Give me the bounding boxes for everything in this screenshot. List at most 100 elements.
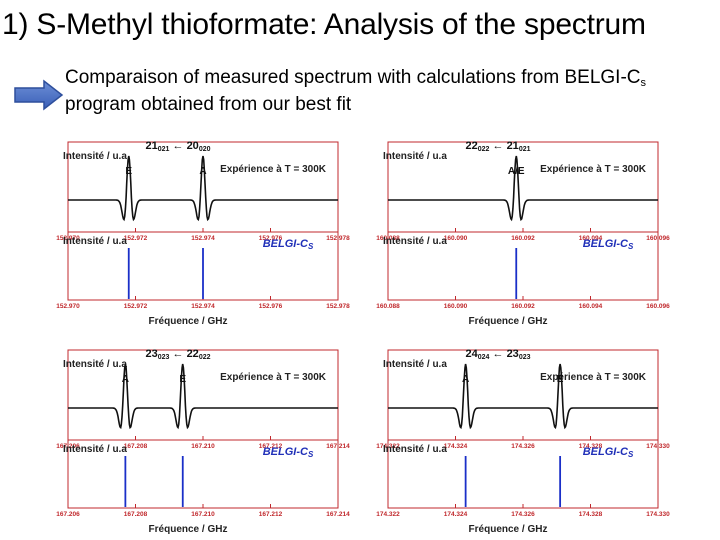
x-tick-label: 152.974 — [191, 235, 215, 242]
x-tick-label: 152.978 — [326, 235, 350, 242]
experiment-trace — [68, 155, 338, 222]
belgi-subscript: S — [628, 242, 634, 251]
x-tick-label: 167.206 — [56, 511, 80, 518]
x-tick-label: 160.088 — [376, 235, 400, 242]
spectrum-panel-1: 152.970 152.970 152.972 152.972 152.974 152.9… — [56, 140, 350, 327]
transition-label-part: 024 — [478, 354, 490, 361]
peak-label: A/E — [508, 166, 525, 177]
x-tick-label: 167.214 — [326, 443, 350, 450]
x-tick-label: 160.090 — [444, 235, 468, 242]
transition-label-part: 023 — [519, 354, 531, 361]
x-axis-label: Fréquence / GHz — [469, 524, 548, 535]
x-tick-label: 160.096 — [646, 235, 670, 242]
x-tick-label: 174.326 — [511, 443, 535, 450]
transition-label-part: 21 — [507, 140, 519, 152]
transition-label-part: 021 — [519, 146, 531, 153]
belgi-label: BELGI-CS — [583, 446, 634, 459]
belgi-subscript: S — [308, 242, 314, 251]
belgi-label: BELGI-CS — [263, 446, 314, 459]
x-tick-label: 167.206 — [56, 443, 80, 450]
x-tick-label: 174.328 — [579, 443, 603, 450]
experiment-trace — [388, 155, 658, 222]
belgi-label: BELGI-CS — [263, 238, 314, 251]
x-tick-label: 160.094 — [579, 235, 603, 242]
x-axis-label: Fréquence / GHz — [149, 524, 228, 535]
x-tick-label: 167.212 — [259, 511, 283, 518]
x-tick-label: 160.094 — [579, 303, 603, 310]
right-arrow-icon — [14, 79, 64, 111]
transition-label: 24024 ← 23023 — [466, 348, 531, 361]
x-tick-label: 152.970 — [56, 303, 80, 310]
transition-label: 23023 ← 22022 — [146, 348, 211, 361]
transition-label-part: 023 — [158, 354, 170, 361]
experiment-label: Expérience à T = 300K — [540, 372, 647, 383]
x-tick-label: 174.322 — [376, 443, 400, 450]
x-tick-label: 160.088 — [376, 303, 400, 310]
y-axis-label: Intensité / u.a — [63, 151, 127, 162]
transition-label-part: 22 — [187, 348, 199, 360]
x-tick-label: 152.976 — [259, 235, 283, 242]
transition-label-part: 23 — [507, 348, 519, 360]
y-axis-label: Intensité / u.a — [383, 359, 447, 370]
y-axis-label: Intensité / u.a — [383, 236, 447, 247]
description-line-2: program obtained from our best fit — [65, 94, 352, 115]
y-axis-label: Intensité / u.a — [383, 444, 447, 455]
peak-label: E — [179, 374, 186, 385]
x-tick-label: 152.974 — [191, 303, 215, 310]
x-tick-label: 174.322 — [376, 511, 400, 518]
spectrum-panel-3: 167.206 167.206 167.208 167.208 167.210 167.2… — [56, 348, 350, 535]
x-axis-label: Fréquence / GHz — [469, 316, 548, 327]
x-tick-label: 174.326 — [511, 511, 535, 518]
spectrum-panel-2: 160.088 160.088 160.090 160.090 160.092 160.0… — [376, 140, 670, 327]
experiment-label: Expérience à T = 300K — [220, 164, 327, 175]
experiment-label: Expérience à T = 300K — [540, 164, 647, 175]
transition-label-part: ← — [489, 140, 506, 152]
x-tick-label: 174.328 — [579, 511, 603, 518]
y-axis-label: Intensité / u.a — [63, 444, 127, 455]
slide-description: Comparaison of measured spectrum with ca… — [65, 67, 646, 116]
x-tick-label: 160.090 — [444, 303, 468, 310]
x-tick-label: 160.092 — [511, 303, 535, 310]
x-tick-label: 160.092 — [511, 235, 535, 242]
experiment-label: Expérience à T = 300K — [220, 372, 327, 383]
description-line-1: Comparaison of measured spectrum with ca… — [65, 67, 647, 89]
transition-label: 22022 ← 21021 — [466, 140, 531, 153]
transition-label-part: 020 — [199, 146, 211, 153]
peak-label: A — [199, 166, 206, 177]
spectrum-panel-4: 174.322 174.322 174.324 174.324 174.326 174.3… — [376, 348, 670, 535]
x-axis-label: Fréquence / GHz — [149, 316, 228, 327]
transition-label-part: 022 — [478, 146, 490, 153]
x-tick-label: 174.330 — [646, 443, 670, 450]
belgi-subscript: S — [628, 450, 634, 459]
transition-label-part: ← — [489, 348, 506, 360]
x-tick-label: 167.212 — [259, 443, 283, 450]
x-tick-label: 152.976 — [259, 303, 283, 310]
peak-label: A — [462, 374, 469, 385]
transition-label-part: 20 — [187, 140, 199, 152]
x-tick-label: 167.208 — [124, 511, 148, 518]
peak-label: A — [122, 374, 129, 385]
slide-title: 1) S-Methyl thioformate: Analysis of the… — [2, 8, 646, 41]
y-axis-label: Intensité / u.a — [383, 151, 447, 162]
peak-label: E — [557, 374, 564, 385]
x-tick-label: 152.978 — [326, 303, 350, 310]
transition-label-part: 21 — [146, 140, 158, 152]
transition-label-part: 24 — [466, 348, 479, 360]
y-axis-label: Intensité / u.a — [63, 359, 127, 370]
x-tick-label: 174.330 — [646, 511, 670, 518]
transition-label-part: ← — [169, 348, 186, 360]
peak-label: E — [125, 166, 132, 177]
x-tick-label: 152.970 — [56, 235, 80, 242]
belgi-subscript: S — [308, 450, 314, 459]
x-tick-label: 174.324 — [444, 511, 468, 518]
transition-label: 21021 ← 20020 — [146, 140, 211, 153]
x-tick-label: 167.210 — [191, 511, 215, 518]
belgi-label: BELGI-CS — [583, 238, 634, 251]
transition-label-part: 22 — [466, 140, 478, 152]
y-axis-label: Intensité / u.a — [63, 236, 127, 247]
x-tick-label: 160.096 — [646, 303, 670, 310]
x-tick-label: 167.214 — [326, 511, 350, 518]
x-tick-label: 167.210 — [191, 443, 215, 450]
x-tick-label: 167.208 — [124, 443, 148, 450]
x-tick-label: 174.324 — [444, 443, 468, 450]
